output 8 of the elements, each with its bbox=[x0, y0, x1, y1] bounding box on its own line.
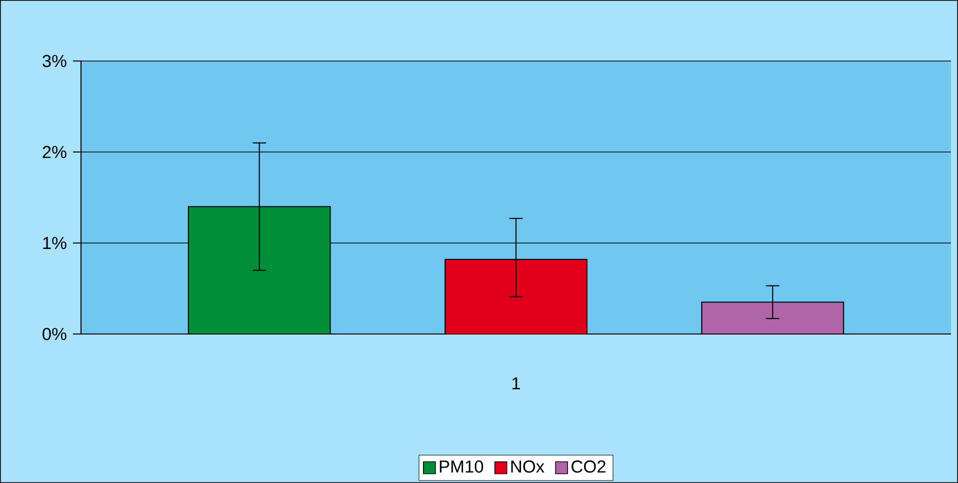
y-tick-label: 2% bbox=[42, 146, 66, 158]
legend-label: NOx bbox=[511, 460, 544, 473]
legend-label: CO2 bbox=[572, 460, 606, 473]
y-tick-label: 0% bbox=[42, 328, 66, 340]
y-tick-label: 1% bbox=[43, 236, 66, 250]
x-tick-label: 1 bbox=[512, 377, 520, 390]
y-tick-label: 3% bbox=[42, 54, 66, 68]
legend-label: PM10 bbox=[440, 460, 484, 473]
